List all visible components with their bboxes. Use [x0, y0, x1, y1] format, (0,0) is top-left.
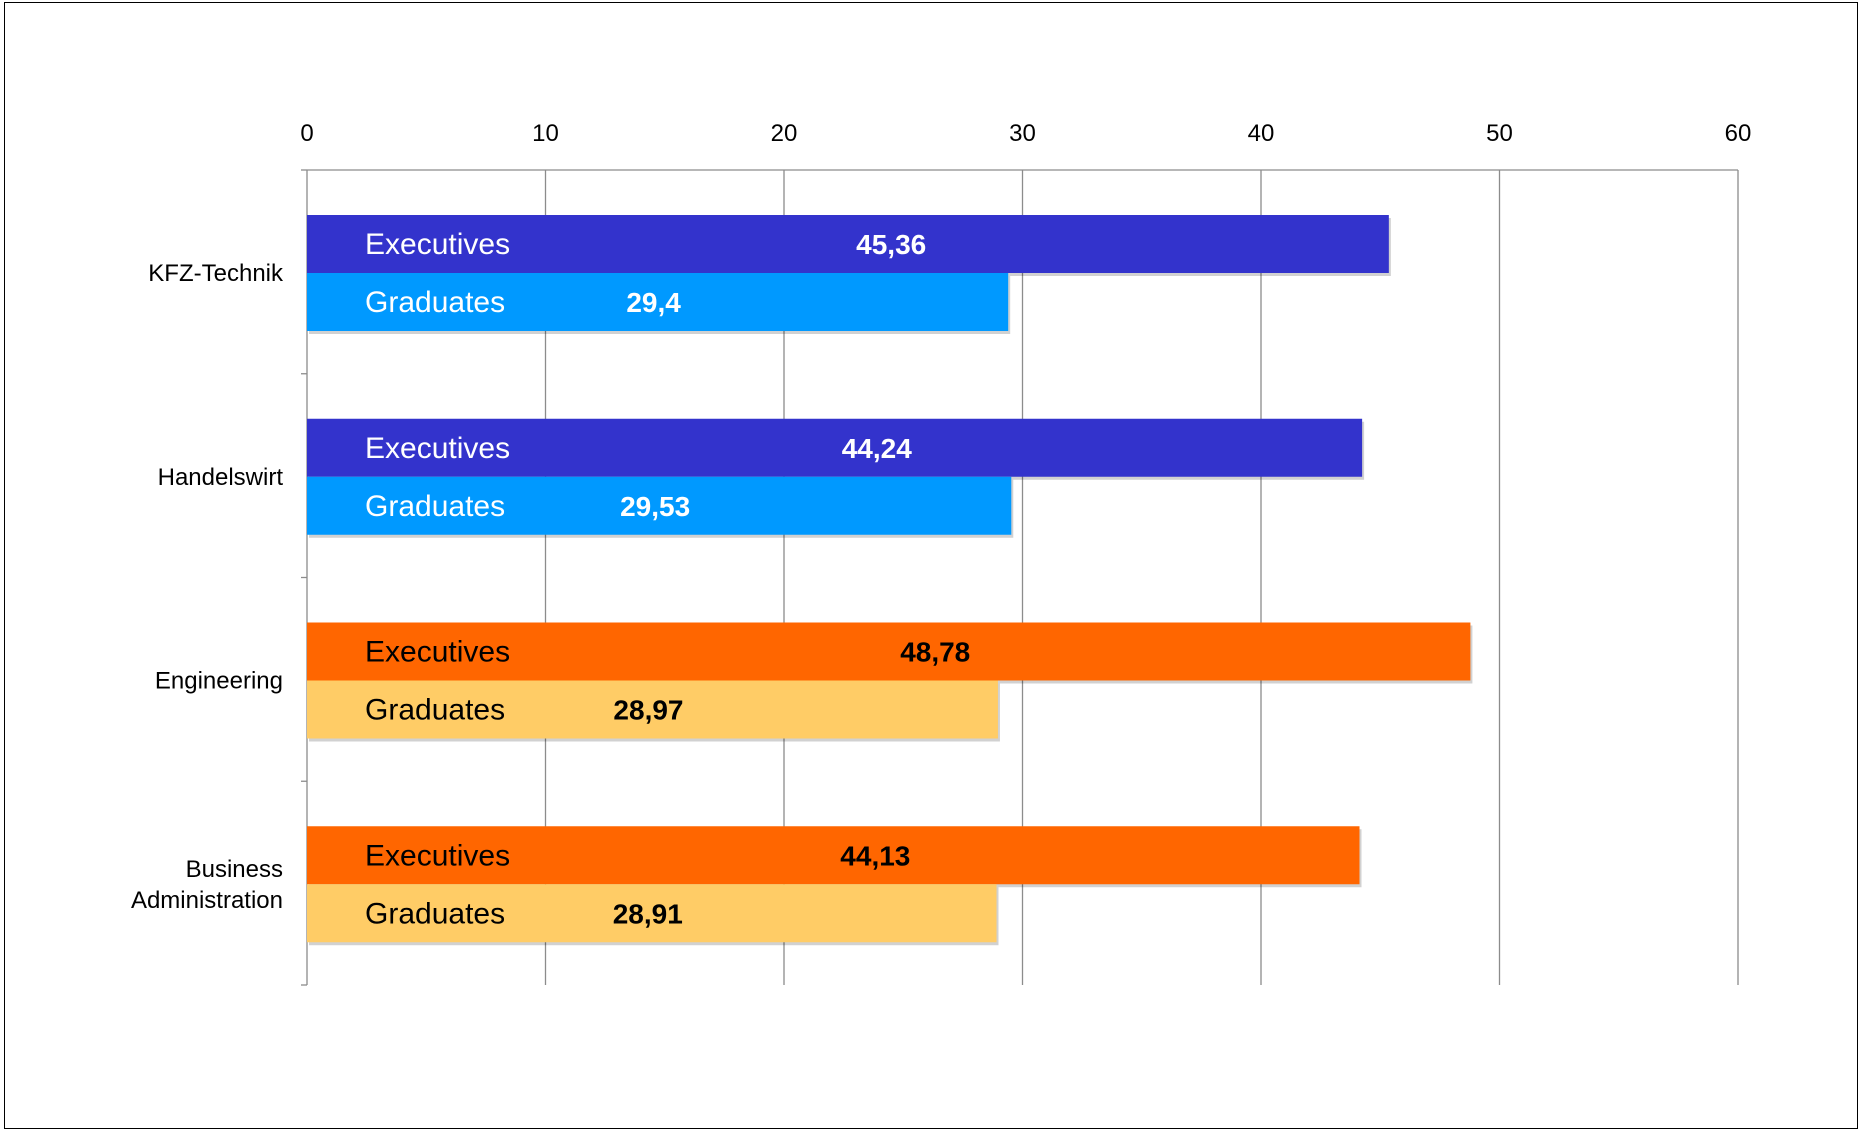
bar-executives-3	[307, 826, 1360, 885]
bar-value-label: 45,36	[856, 229, 926, 260]
bar-value-label: 44,13	[840, 840, 910, 871]
category-label-line: Handelswirt	[158, 464, 284, 491]
category-label: KFZ-Technik	[148, 260, 284, 287]
category-label: Engineering	[155, 668, 283, 695]
bar-graduates-3	[307, 884, 997, 943]
x-tick-label: 20	[771, 120, 798, 147]
category-label: Business Administration	[131, 856, 283, 914]
bar-value-label: 28,97	[613, 695, 683, 726]
category-label: Handelswirt	[158, 464, 284, 491]
bar-chart: 0 10 20 30 40 50 60 KFZ-Technik Handelswirt Engin…	[131, 120, 1751, 986]
bar-value-label: 28,91	[613, 898, 683, 929]
category-label-line: Engineering	[155, 668, 283, 695]
bar-executives-2	[307, 622, 1471, 681]
bar-graduates-2	[307, 680, 998, 739]
bar-series-label: Executives	[365, 839, 510, 872]
bar-series-label: Executives	[365, 636, 510, 669]
bar-series-label: Graduates	[365, 897, 505, 930]
bar-graduates-1	[307, 476, 1012, 535]
bar-series-label: Executives	[365, 228, 510, 261]
bar-value-label: 44,24	[842, 433, 912, 464]
bar-layer	[307, 215, 1473, 946]
bar-series-label: Graduates	[365, 490, 505, 523]
bar-series-label: Executives	[365, 432, 510, 465]
bar-value-label: 29,53	[620, 491, 690, 522]
x-tick-label: 50	[1486, 120, 1513, 147]
bar-graduates-0	[307, 273, 1009, 331]
bar-value-label: 48,78	[900, 637, 970, 668]
x-tick-label: 40	[1248, 120, 1275, 147]
x-tick-label: 10	[532, 120, 559, 147]
x-tick-label: 60	[1725, 120, 1752, 147]
category-label-line: Business	[186, 856, 283, 883]
category-label-line: Administration	[131, 887, 283, 914]
bar-value-label: 29,4	[626, 287, 681, 318]
chart-frame: 0 10 20 30 40 50 60 KFZ-Technik Handelswirt Engin…	[4, 2, 1858, 1129]
bar-executives-0	[307, 215, 1389, 273]
bar-series-label: Graduates	[365, 286, 505, 319]
bar-series-label: Graduates	[365, 694, 505, 727]
category-label-line: KFZ-Technik	[148, 260, 284, 287]
x-tick-label: 0	[300, 120, 313, 147]
bar-executives-1	[307, 418, 1363, 477]
x-tick-label: 30	[1009, 120, 1036, 147]
label-layer: 0 10 20 30 40 50 60 KFZ-Technik Handelswirt Engin…	[131, 120, 1751, 930]
